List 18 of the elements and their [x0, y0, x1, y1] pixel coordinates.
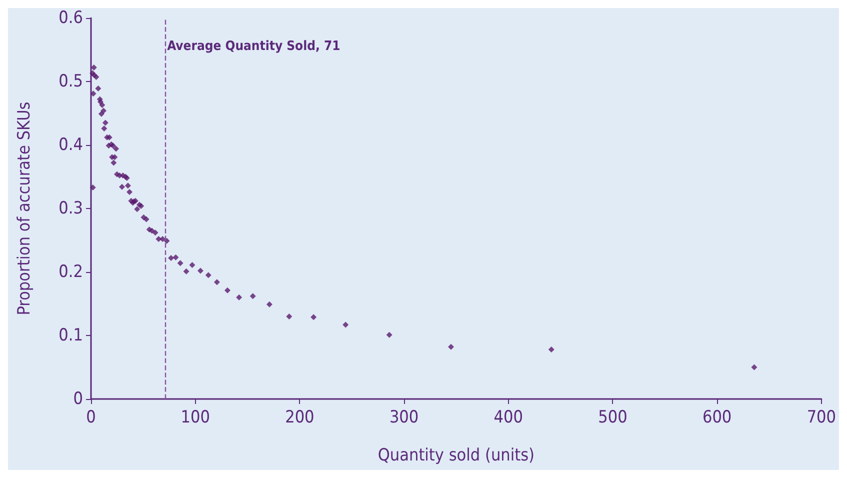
x-tick-label: 200: [285, 408, 314, 428]
y-axis-title: Proportion of accurate SKUs: [14, 102, 34, 316]
y-tick-label: 0.3: [58, 198, 83, 218]
x-tick-label: 700: [806, 408, 836, 428]
y-tick-label: 0: [73, 389, 83, 409]
x-tick-label: 400: [494, 408, 523, 428]
y-tick-label: 0.1: [58, 326, 83, 346]
y-tick-label: 0.6: [58, 8, 83, 28]
x-tick-label: 0: [86, 408, 96, 428]
x-axis-title: Quantity sold (units): [378, 446, 535, 466]
x-tick-label: 500: [598, 408, 628, 428]
y-tick-label: 0.5: [58, 72, 83, 92]
ref-line-label: Average Quantity Sold, 71: [167, 39, 340, 54]
y-tick-label: 0.4: [58, 135, 83, 155]
x-tick-label: 300: [389, 408, 419, 428]
x-tick-label: 600: [702, 408, 732, 428]
x-tick-label: 100: [180, 408, 210, 428]
y-tick-label: 0.2: [58, 262, 83, 282]
